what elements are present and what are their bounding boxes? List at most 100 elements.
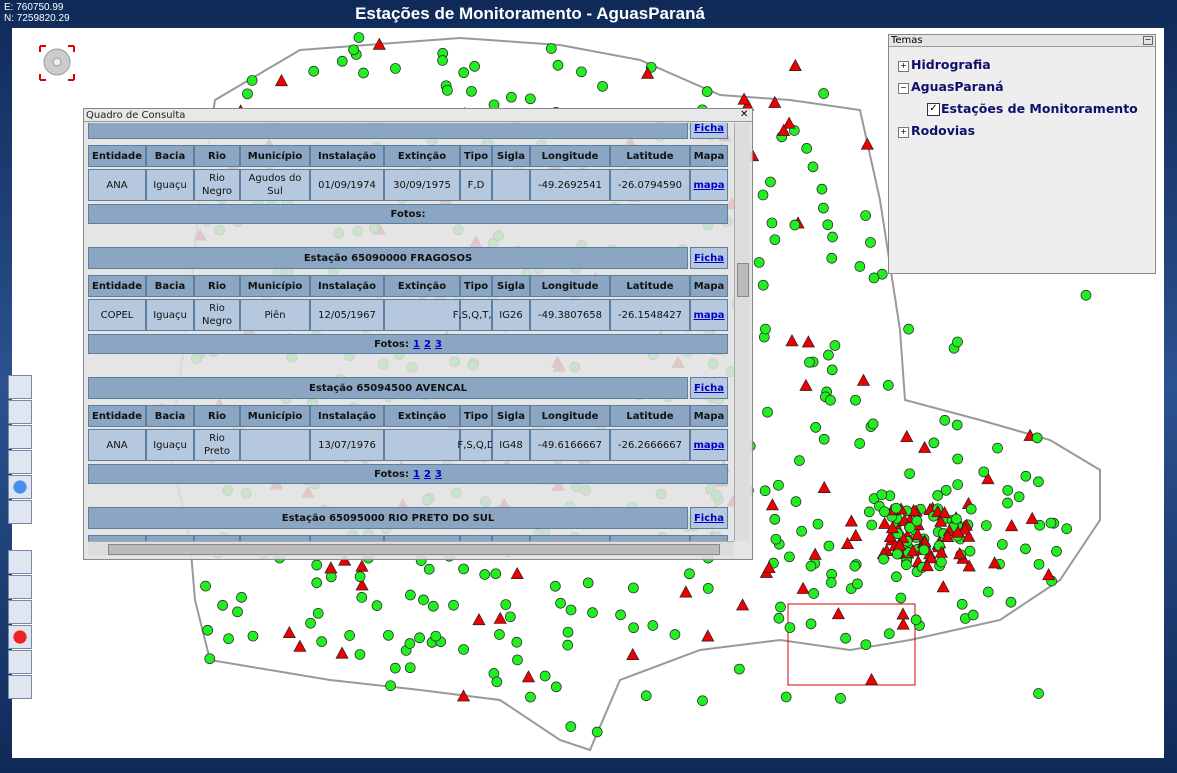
station-circle[interactable] xyxy=(823,350,833,360)
station-circle[interactable] xyxy=(865,237,875,247)
map-link[interactable]: mapa xyxy=(693,309,724,322)
station-circle[interactable] xyxy=(459,68,469,78)
station-circle[interactable] xyxy=(492,677,502,687)
station-circle[interactable] xyxy=(826,578,836,588)
station-circle[interactable] xyxy=(827,253,837,263)
station-circle[interactable] xyxy=(386,681,396,691)
station-circle[interactable] xyxy=(811,422,821,432)
station-circle[interactable] xyxy=(773,480,783,490)
station-circle[interactable] xyxy=(879,554,889,564)
tool-button[interactable] xyxy=(8,550,32,574)
layer-label[interactable]: Rodovias xyxy=(911,123,975,138)
station-circle[interactable] xyxy=(563,640,573,650)
station-circle[interactable] xyxy=(884,629,894,639)
station-circle[interactable] xyxy=(770,235,780,245)
tool-button[interactable] xyxy=(8,400,32,424)
station-circle[interactable] xyxy=(1052,546,1062,556)
station-circle[interactable] xyxy=(405,590,415,600)
station-circle[interactable] xyxy=(983,587,993,597)
station-circle[interactable] xyxy=(896,593,906,603)
station-circle[interactable] xyxy=(877,490,887,500)
station-circle[interactable] xyxy=(775,602,785,612)
station-circle[interactable] xyxy=(997,539,1007,549)
station-circle[interactable] xyxy=(850,561,860,571)
station-triangle[interactable] xyxy=(866,674,878,685)
layer-label[interactable]: Estações de Monitoramento xyxy=(941,101,1138,116)
foto-link[interactable]: 1 xyxy=(413,468,420,481)
station-circle[interactable] xyxy=(587,608,597,618)
station-circle[interactable] xyxy=(684,569,694,579)
station-circle[interactable] xyxy=(905,469,915,479)
station-circle[interactable] xyxy=(470,61,480,71)
station-circle[interactable] xyxy=(758,190,768,200)
minimize-button[interactable]: − xyxy=(1143,36,1153,45)
station-circle[interactable] xyxy=(232,607,242,617)
station-circle[interactable] xyxy=(616,610,626,620)
station-circle[interactable] xyxy=(438,55,448,65)
station-circle[interactable] xyxy=(354,33,364,43)
station-circle[interactable] xyxy=(1032,433,1042,443)
station-circle[interactable] xyxy=(337,56,347,66)
tool-button[interactable] xyxy=(8,675,32,699)
station-circle[interactable] xyxy=(852,579,862,589)
station-circle[interactable] xyxy=(1034,688,1044,698)
station-circle[interactable] xyxy=(940,415,950,425)
station-circle[interactable] xyxy=(390,663,400,673)
station-circle[interactable] xyxy=(770,514,780,524)
station-circle[interactable] xyxy=(419,595,429,605)
station-circle[interactable] xyxy=(979,467,989,477)
station-circle[interactable] xyxy=(237,592,247,602)
station-circle[interactable] xyxy=(345,630,355,640)
station-circle[interactable] xyxy=(556,598,566,608)
station-circle[interactable] xyxy=(891,503,901,513)
station-circle[interactable] xyxy=(835,693,845,703)
station-circle[interactable] xyxy=(813,519,823,529)
station-circle[interactable] xyxy=(797,526,807,536)
station-circle[interactable] xyxy=(754,257,764,267)
station-circle[interactable] xyxy=(312,560,322,570)
station-circle[interactable] xyxy=(372,601,382,611)
v-scrollbar[interactable] xyxy=(734,123,750,541)
station-circle[interactable] xyxy=(794,456,804,466)
station-circle[interactable] xyxy=(512,637,522,647)
station-circle[interactable] xyxy=(415,633,425,643)
station-circle[interactable] xyxy=(993,443,1003,453)
ficha-link[interactable]: Ficha xyxy=(694,512,724,525)
station-circle[interactable] xyxy=(804,357,814,367)
station-circle[interactable] xyxy=(505,612,515,622)
tool-button[interactable] xyxy=(8,650,32,674)
station-circle[interactable] xyxy=(628,583,638,593)
station-circle[interactable] xyxy=(405,638,415,648)
station-circle[interactable] xyxy=(806,561,816,571)
station-circle[interactable] xyxy=(491,569,501,579)
station-circle[interactable] xyxy=(629,623,639,633)
station-circle[interactable] xyxy=(981,521,991,531)
station-circle[interactable] xyxy=(703,583,713,593)
ficha-link[interactable]: Ficha xyxy=(694,252,724,265)
pan-control[interactable] xyxy=(32,42,82,86)
station-circle[interactable] xyxy=(201,581,211,591)
ficha-link[interactable]: Ficha xyxy=(694,123,724,135)
station-circle[interactable] xyxy=(317,637,327,647)
station-circle[interactable] xyxy=(868,419,878,429)
station-circle[interactable] xyxy=(802,143,812,153)
tool-button[interactable] xyxy=(8,500,32,524)
station-circle[interactable] xyxy=(247,75,257,85)
station-circle[interactable] xyxy=(1062,524,1072,534)
station-circle[interactable] xyxy=(830,340,840,350)
station-circle[interactable] xyxy=(1034,559,1044,569)
tool-button[interactable] xyxy=(8,625,32,649)
station-circle[interactable] xyxy=(1081,290,1091,300)
station-circle[interactable] xyxy=(405,663,415,673)
station-circle[interactable] xyxy=(953,480,963,490)
ficha-link[interactable]: Ficha xyxy=(694,382,724,395)
tool-button[interactable] xyxy=(8,425,32,449)
station-circle[interactable] xyxy=(355,649,365,659)
station-circle[interactable] xyxy=(563,627,573,637)
station-circle[interactable] xyxy=(357,592,367,602)
station-circle[interactable] xyxy=(911,615,921,625)
map-link[interactable]: mapa xyxy=(693,179,724,192)
foto-link[interactable]: 3 xyxy=(435,338,442,351)
station-circle[interactable] xyxy=(641,691,651,701)
tool-button[interactable] xyxy=(8,450,32,474)
